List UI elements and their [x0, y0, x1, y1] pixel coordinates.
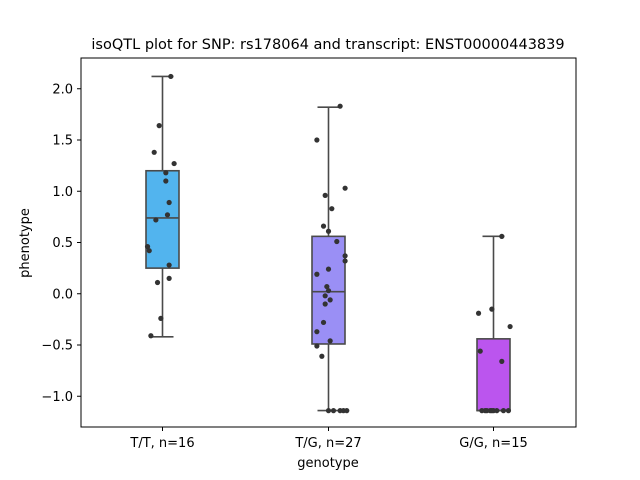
data-point — [330, 408, 337, 414]
data-point — [475, 310, 482, 316]
data-point — [144, 244, 151, 250]
x-tick-label: T/T, n=16 — [129, 436, 194, 451]
data-point — [153, 217, 159, 223]
box-group-1 — [145, 75, 180, 338]
y-tick-label: 1.0 — [52, 185, 73, 200]
data-point — [166, 275, 172, 281]
data-point — [164, 212, 171, 218]
data-point — [507, 323, 513, 330]
data-point — [314, 271, 320, 277]
data-point — [171, 160, 177, 167]
data-point — [166, 199, 172, 206]
data-point — [505, 408, 512, 414]
data-point — [314, 137, 320, 143]
data-point — [314, 329, 320, 335]
data-point — [156, 123, 162, 129]
data-point — [499, 233, 505, 239]
y-tick-label: 0.5 — [52, 236, 73, 251]
plot-area — [144, 73, 513, 414]
data-point — [168, 73, 174, 80]
data-point — [322, 192, 328, 198]
axes: −1.0 −0.5 0.0 0.5 1.0 1.5 2.0 T/T, n=16 T/G, n=2… — [41, 82, 527, 451]
data-point — [500, 408, 507, 414]
data-point — [325, 266, 332, 272]
chart-title: isoQTL plot for SNP: rs178064 and transc… — [91, 37, 564, 53]
data-point — [489, 306, 495, 312]
data-point — [344, 408, 350, 414]
data-point — [314, 343, 320, 349]
data-point — [324, 283, 330, 290]
data-point — [158, 315, 164, 321]
box-group-2 — [311, 106, 346, 412]
data-point — [325, 228, 332, 234]
data-point — [163, 178, 169, 184]
data-point — [334, 238, 340, 245]
box-group-3 — [476, 235, 511, 412]
data-point — [320, 223, 327, 229]
data-point — [337, 103, 343, 109]
x-tick-label: G/G, n=15 — [459, 436, 527, 451]
data-point — [342, 253, 348, 259]
data-point — [163, 170, 169, 176]
x-tick-label: T/G, n=27 — [294, 436, 361, 451]
box — [145, 169, 180, 269]
data-point — [325, 288, 332, 294]
points-1 — [144, 73, 177, 339]
y-tick-label: −0.5 — [41, 339, 73, 354]
data-point — [329, 206, 335, 212]
data-point — [148, 333, 154, 339]
y-tick-label: 0.0 — [52, 287, 73, 302]
data-point — [154, 279, 161, 286]
y-tick-label: −1.0 — [41, 390, 73, 405]
data-point — [494, 408, 500, 414]
data-point — [477, 348, 483, 354]
y-axis-label: phenotype — [18, 208, 33, 278]
data-point — [151, 149, 157, 155]
box — [311, 235, 346, 345]
x-axis-label: genotype — [297, 456, 358, 471]
data-point — [322, 293, 328, 299]
data-point — [327, 297, 333, 303]
data-point — [320, 319, 327, 326]
y-tick-label: 2.0 — [52, 82, 73, 97]
data-point — [322, 301, 328, 307]
data-point — [327, 338, 333, 344]
data-point — [342, 258, 348, 264]
points-2 — [314, 103, 350, 414]
data-point — [319, 353, 325, 359]
data-point — [146, 248, 152, 254]
points-3 — [475, 233, 513, 414]
data-point — [166, 262, 172, 268]
data-point — [325, 408, 332, 414]
data-point — [342, 185, 348, 191]
data-point — [499, 358, 505, 364]
y-tick-label: 1.5 — [52, 134, 73, 149]
